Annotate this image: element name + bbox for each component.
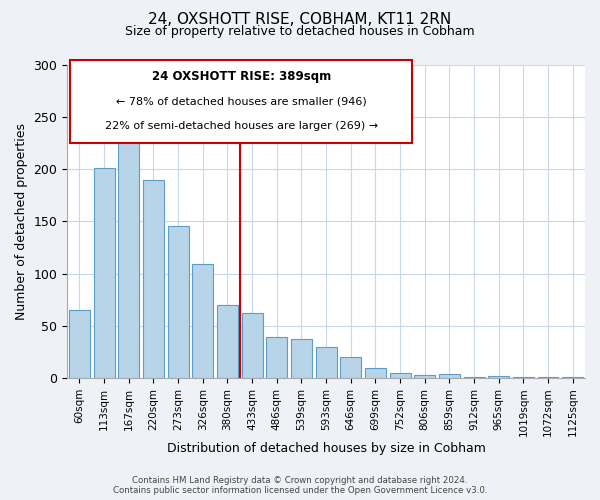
Bar <box>464 377 485 378</box>
Bar <box>488 376 509 378</box>
Bar <box>389 373 410 378</box>
Bar <box>562 377 583 378</box>
Bar <box>538 377 559 378</box>
Text: 24 OXSHOTT RISE: 389sqm: 24 OXSHOTT RISE: 389sqm <box>152 70 331 83</box>
Bar <box>167 226 188 378</box>
Bar <box>192 264 213 378</box>
Text: Size of property relative to detached houses in Cobham: Size of property relative to detached ho… <box>125 25 475 38</box>
Bar <box>118 134 139 378</box>
Text: ← 78% of detached houses are smaller (946): ← 78% of detached houses are smaller (94… <box>116 96 367 106</box>
Text: 22% of semi-detached houses are larger (269) →: 22% of semi-detached houses are larger (… <box>104 121 378 131</box>
Text: 24, OXSHOTT RISE, COBHAM, KT11 2RN: 24, OXSHOTT RISE, COBHAM, KT11 2RN <box>148 12 452 28</box>
Bar <box>414 375 435 378</box>
Bar <box>340 357 361 378</box>
Bar <box>242 314 263 378</box>
Bar <box>365 368 386 378</box>
Y-axis label: Number of detached properties: Number of detached properties <box>15 123 28 320</box>
Bar <box>217 305 238 378</box>
Bar <box>439 374 460 378</box>
Bar <box>266 338 287 378</box>
Bar <box>513 377 534 378</box>
Bar <box>69 310 90 378</box>
Bar <box>316 346 337 378</box>
Bar <box>94 168 115 378</box>
Bar <box>291 340 312 378</box>
Bar <box>143 180 164 378</box>
X-axis label: Distribution of detached houses by size in Cobham: Distribution of detached houses by size … <box>167 442 485 455</box>
Text: Contains public sector information licensed under the Open Government Licence v3: Contains public sector information licen… <box>113 486 487 495</box>
Text: Contains HM Land Registry data © Crown copyright and database right 2024.: Contains HM Land Registry data © Crown c… <box>132 476 468 485</box>
